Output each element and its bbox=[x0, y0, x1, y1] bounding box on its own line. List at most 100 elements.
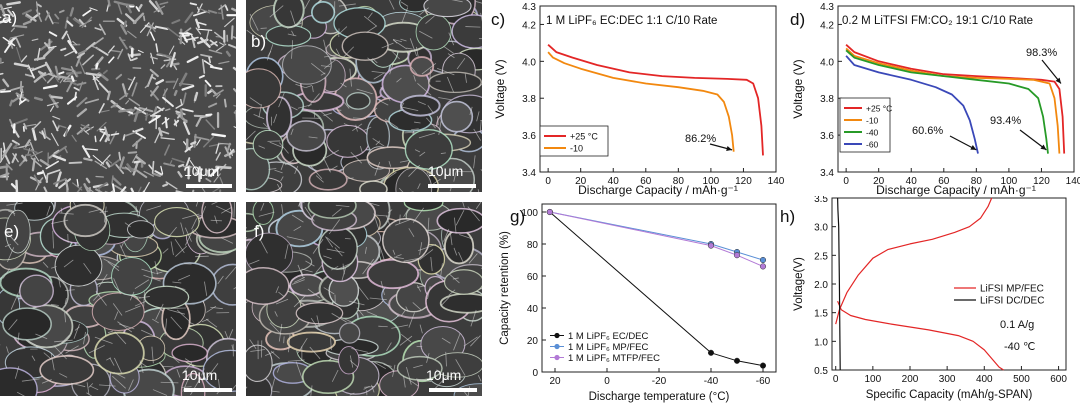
sem-grain bbox=[52, 154, 67, 162]
sem-edge bbox=[418, 244, 437, 252]
sem-grain bbox=[214, 31, 224, 40]
sem-grain bbox=[194, 136, 210, 141]
sem-grain bbox=[103, 126, 110, 142]
sem-edge bbox=[419, 242, 423, 255]
sem-grain bbox=[128, 107, 137, 117]
sem-texture-b bbox=[246, 0, 482, 192]
sem-edge bbox=[419, 7, 429, 16]
sem-edge bbox=[281, 204, 284, 216]
data-point bbox=[733, 252, 741, 259]
sem-edge bbox=[86, 382, 90, 395]
sem-edge bbox=[339, 26, 348, 34]
scale-label-f: 10μm bbox=[426, 367, 462, 383]
sem-grain bbox=[31, 127, 37, 141]
sem-edge bbox=[291, 30, 295, 36]
sem-edge bbox=[60, 207, 63, 214]
sem-edge bbox=[225, 266, 236, 280]
sem-grain bbox=[33, 96, 44, 102]
chart-letter-d: d) bbox=[790, 10, 806, 29]
x-tick-label: 80 bbox=[971, 176, 983, 187]
scale-bar-f bbox=[429, 388, 477, 392]
sem-grain bbox=[26, 67, 35, 70]
sem-edge bbox=[408, 228, 415, 237]
sem-edge bbox=[448, 32, 455, 46]
sem-grain bbox=[82, 9, 92, 17]
sem-grain bbox=[124, 166, 132, 173]
sem-grain bbox=[125, 100, 130, 105]
y-tick-label: 4.0 bbox=[522, 57, 536, 68]
sem-edge bbox=[177, 274, 191, 281]
sem-edge bbox=[430, 256, 433, 272]
sem-grain bbox=[217, 12, 223, 15]
data-point bbox=[759, 362, 767, 369]
sem-grain bbox=[85, 41, 96, 51]
sem-grain bbox=[289, 273, 325, 297]
sem-edge bbox=[342, 46, 355, 59]
sem-grain bbox=[232, 36, 236, 39]
sem-grain bbox=[53, 21, 60, 24]
x-tick-label: 60 bbox=[938, 176, 950, 187]
sem-edge bbox=[413, 75, 416, 82]
sem-edge bbox=[182, 362, 192, 374]
sem-edge bbox=[323, 149, 339, 160]
sem-grain bbox=[108, 56, 115, 64]
sem-edge bbox=[205, 318, 218, 328]
sem-grain bbox=[181, 108, 194, 113]
sem-edge bbox=[167, 308, 186, 315]
y-tick-label: 4.3 bbox=[820, 2, 834, 13]
y-tick-label: 80 bbox=[527, 240, 539, 251]
sem-edge bbox=[352, 117, 367, 120]
sem-grain bbox=[50, 95, 64, 100]
sem-grain bbox=[98, 103, 105, 114]
sem-edge bbox=[470, 335, 481, 347]
sem-edge bbox=[440, 152, 446, 154]
panel-letter-f: f) bbox=[254, 222, 265, 241]
chart-g: 20 0 -20 -40 -60 0 20 40 60 80 100 Discharge temper… bbox=[499, 203, 777, 403]
sem-edge bbox=[316, 315, 320, 327]
sem-edge bbox=[12, 210, 15, 216]
sem-edge bbox=[334, 109, 342, 111]
sem-edge bbox=[191, 218, 198, 230]
sem-edge bbox=[426, 117, 436, 129]
sem-edge bbox=[51, 266, 57, 269]
sem-edge bbox=[428, 169, 431, 176]
sem-grain bbox=[215, 152, 221, 161]
sem-edge bbox=[308, 93, 320, 107]
y-axis-label: Capacity retention (%) bbox=[499, 231, 511, 345]
sem-edge bbox=[447, 53, 455, 59]
sem-grain bbox=[164, 144, 171, 156]
sem-grain bbox=[112, 177, 122, 186]
sem-grain bbox=[132, 160, 140, 176]
sem-edge bbox=[413, 364, 423, 369]
sem-grains bbox=[246, 202, 482, 396]
y-tick-label: 40 bbox=[527, 304, 539, 315]
sem-grain bbox=[118, 156, 125, 170]
sem-edge bbox=[393, 256, 404, 259]
sem-edge bbox=[107, 261, 120, 272]
sem-grain bbox=[6, 1, 21, 6]
y-tick-label: 0 bbox=[532, 368, 538, 379]
sem-grain bbox=[43, 186, 48, 192]
sem-edge bbox=[180, 222, 185, 235]
sem-edge bbox=[99, 210, 109, 213]
sem-grain bbox=[25, 13, 37, 22]
sem-grain bbox=[177, 163, 185, 168]
sem-grain bbox=[178, 27, 192, 38]
sem-edge bbox=[467, 206, 480, 222]
sem-grain bbox=[184, 36, 199, 42]
sem-edge bbox=[374, 361, 386, 370]
sem-grain bbox=[64, 178, 69, 191]
sem-grain bbox=[80, 124, 93, 130]
sem-edge bbox=[233, 287, 236, 290]
chart-c: 0 20 40 60 80 100 120 140 3.4 3.6 3.8 4.0 4.2 4.3 Disc… bbox=[493, 2, 784, 197]
sem-grain bbox=[11, 153, 18, 164]
sem-edge bbox=[293, 226, 302, 232]
sem-edge bbox=[366, 25, 378, 33]
sem-edge bbox=[453, 247, 458, 256]
sem-edge bbox=[274, 169, 283, 174]
sem-edge bbox=[83, 331, 86, 345]
sem-edge bbox=[427, 286, 431, 300]
sem-edge bbox=[290, 10, 297, 27]
sem-grain bbox=[64, 16, 69, 29]
sem-image-a: a) 10μm bbox=[0, 0, 236, 192]
